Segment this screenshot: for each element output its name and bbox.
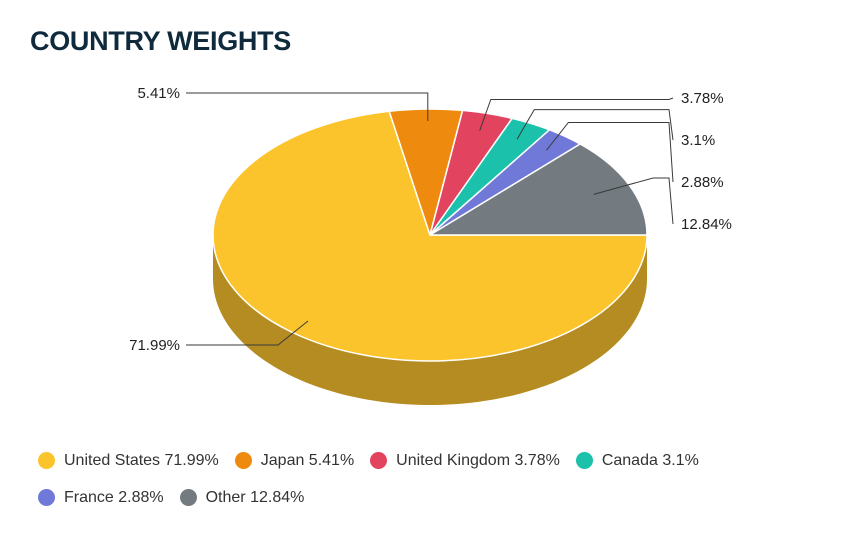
pie-sides: [213, 235, 647, 405]
data-label-france: 2.88%: [681, 174, 724, 191]
label-leaders: [186, 92, 674, 346]
data-label-united-kingdom: 3.78%: [681, 90, 724, 107]
pie-slices: [212, 108, 648, 362]
legend-label: United States 71.99%: [64, 451, 219, 469]
data-label-other: 12.84%: [681, 216, 732, 233]
legend-item-other[interactable]: Other 12.84%: [179, 488, 305, 506]
legend-swatch: [575, 452, 593, 469]
leader-united-states: [186, 320, 309, 346]
legend-item-canada[interactable]: Canada 3.1%: [575, 451, 699, 469]
legend-swatch: [370, 452, 388, 469]
chart-title: COUNTRY WEIGHTS: [30, 26, 292, 56]
data-label-canada: 3.1%: [681, 132, 715, 149]
legend-item-united-states[interactable]: United States 71.99%: [38, 452, 219, 469]
legend-swatch: [179, 489, 197, 506]
leader-japan: [186, 92, 429, 121]
data-label-united-states: 71.99%: [129, 337, 180, 354]
legend: United States 71.99% Japan 5.41% United Ki…: [38, 452, 828, 506]
legend-label: Canada 3.1%: [601, 451, 699, 469]
pie-chart: 71.99% 5.41% 3.78% 3.1% 2.88% 12.84%: [129, 85, 732, 405]
slice-united-states: [212, 110, 648, 362]
leader-united-kingdom: [479, 97, 674, 131]
legend-label: United Kingdom 3.78%: [396, 451, 560, 469]
legend-label: France 2.88%: [64, 488, 164, 506]
legend-label: Other 12.84%: [205, 488, 305, 506]
legend-item-japan[interactable]: Japan 5.41%: [234, 451, 355, 469]
slice-side-united-states: [213, 235, 647, 405]
leader-france: [546, 122, 674, 183]
legend-swatch: [38, 452, 55, 469]
slice-other: [429, 143, 648, 236]
legend-swatch: [38, 489, 55, 506]
legend-swatch: [234, 452, 252, 469]
leader-other: [593, 177, 674, 225]
legend-label: Japan 5.41%: [260, 451, 355, 469]
legend-item-united-kingdom[interactable]: United Kingdom 3.78%: [370, 452, 560, 469]
leader-canada: [516, 109, 674, 141]
data-labels: 71.99% 5.41% 3.78% 3.1% 2.88% 12.84%: [129, 85, 732, 354]
data-label-japan: 5.41%: [137, 85, 180, 102]
legend-item-france[interactable]: France 2.88%: [38, 489, 164, 506]
